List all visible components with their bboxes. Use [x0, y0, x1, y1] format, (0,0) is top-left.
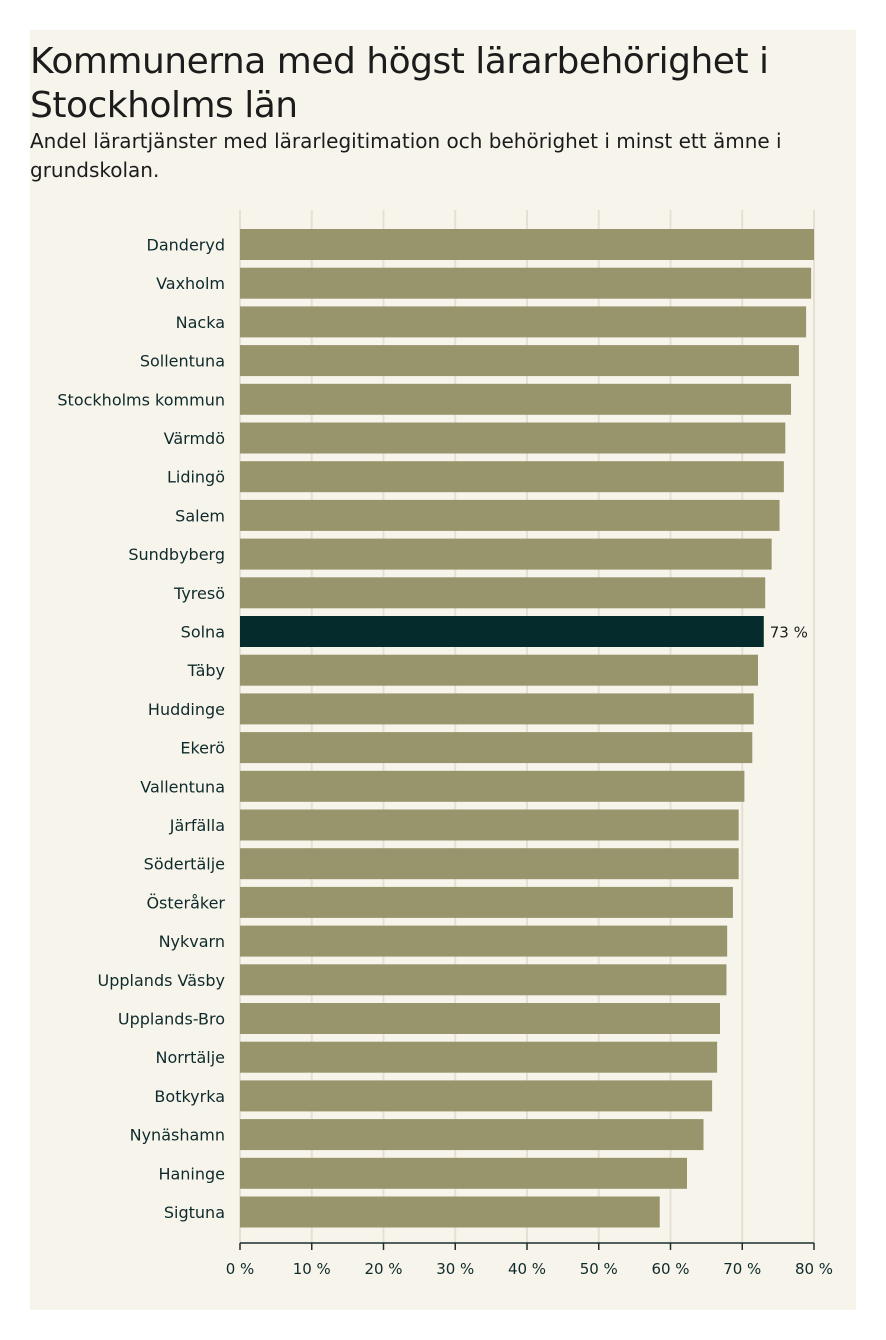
- category-label: Salem: [175, 506, 225, 525]
- bar: [240, 1196, 660, 1228]
- bar: [240, 267, 812, 299]
- category-label: Värmdö: [164, 429, 225, 448]
- bar: [240, 732, 753, 764]
- bar: [240, 964, 727, 996]
- bar: [240, 886, 733, 918]
- category-label: Haninge: [158, 1164, 225, 1183]
- category-label: Upplands Väsby: [98, 971, 225, 990]
- bar: [240, 770, 745, 802]
- category-label: Järfälla: [169, 816, 225, 835]
- category-label: Täby: [187, 661, 225, 680]
- chart-card: Kommunerna med högst lärarbehörighet i S…: [30, 30, 856, 1310]
- category-label: Danderyd: [147, 236, 225, 255]
- bar: [240, 925, 728, 957]
- x-tick-label: 50 %: [580, 1260, 618, 1278]
- x-tick-label: 80 %: [795, 1260, 833, 1278]
- bar: [240, 1157, 688, 1189]
- data-label: 73 %: [770, 624, 808, 642]
- bar: [240, 229, 814, 260]
- category-label: Nacka: [176, 313, 225, 332]
- bar: [240, 422, 786, 454]
- x-tick-label: 10 %: [293, 1260, 331, 1278]
- category-label: Sollentuna: [140, 352, 225, 371]
- category-label: Vaxholm: [156, 274, 225, 293]
- category-label: Botkyrka: [154, 1087, 225, 1106]
- category-label: Sundbyberg: [128, 545, 225, 564]
- bar: [240, 345, 799, 377]
- x-tick-label: 0 %: [226, 1260, 255, 1278]
- category-label: Huddinge: [148, 700, 225, 719]
- bar: [240, 538, 772, 570]
- bar: [240, 654, 759, 686]
- x-tick-label: 70 %: [723, 1260, 761, 1278]
- x-tick-label: 60 %: [651, 1260, 689, 1278]
- category-label: Nynäshamn: [130, 1126, 225, 1145]
- category-label: Södertälje: [144, 855, 225, 874]
- category-label: Österåker: [146, 893, 225, 912]
- category-label: Norrtälje: [156, 1048, 225, 1067]
- category-label: Sigtuna: [164, 1203, 225, 1222]
- category-label: Tyresö: [173, 584, 225, 603]
- bar: [240, 461, 784, 493]
- x-tick-label: 30 %: [436, 1260, 474, 1278]
- bar: [240, 1080, 713, 1112]
- category-label: Solna: [181, 623, 225, 642]
- bar: [240, 1119, 704, 1151]
- bar: [240, 693, 754, 725]
- bar: [240, 848, 739, 880]
- bar: [240, 1003, 721, 1034]
- bar: [240, 383, 792, 415]
- category-label: Ekerö: [180, 739, 225, 758]
- bar: [240, 306, 807, 338]
- category-label: Stockholms kommun: [57, 390, 225, 409]
- bar: [240, 809, 739, 841]
- chart-subtitle: Andel lärartjänster med lärarlegitimatio…: [30, 129, 782, 182]
- bar-chart: Danderyd Vaxholm Nacka Sollentuna Stockholms…: [57, 210, 833, 1278]
- category-label: Vallentuna: [140, 777, 225, 796]
- category-label: Lidingö: [167, 468, 225, 487]
- x-tick-label: 40 %: [508, 1260, 546, 1278]
- bar: [240, 499, 780, 531]
- bar: [240, 1041, 718, 1073]
- category-label: Nykvarn: [159, 932, 225, 951]
- chart-title: Kommunerna med högst lärarbehörighet i S…: [30, 41, 769, 126]
- bar: [240, 577, 766, 609]
- x-tick-label: 20 %: [364, 1260, 402, 1278]
- bar-highlight: [240, 616, 764, 647]
- category-label: Upplands-Bro: [118, 1010, 225, 1029]
